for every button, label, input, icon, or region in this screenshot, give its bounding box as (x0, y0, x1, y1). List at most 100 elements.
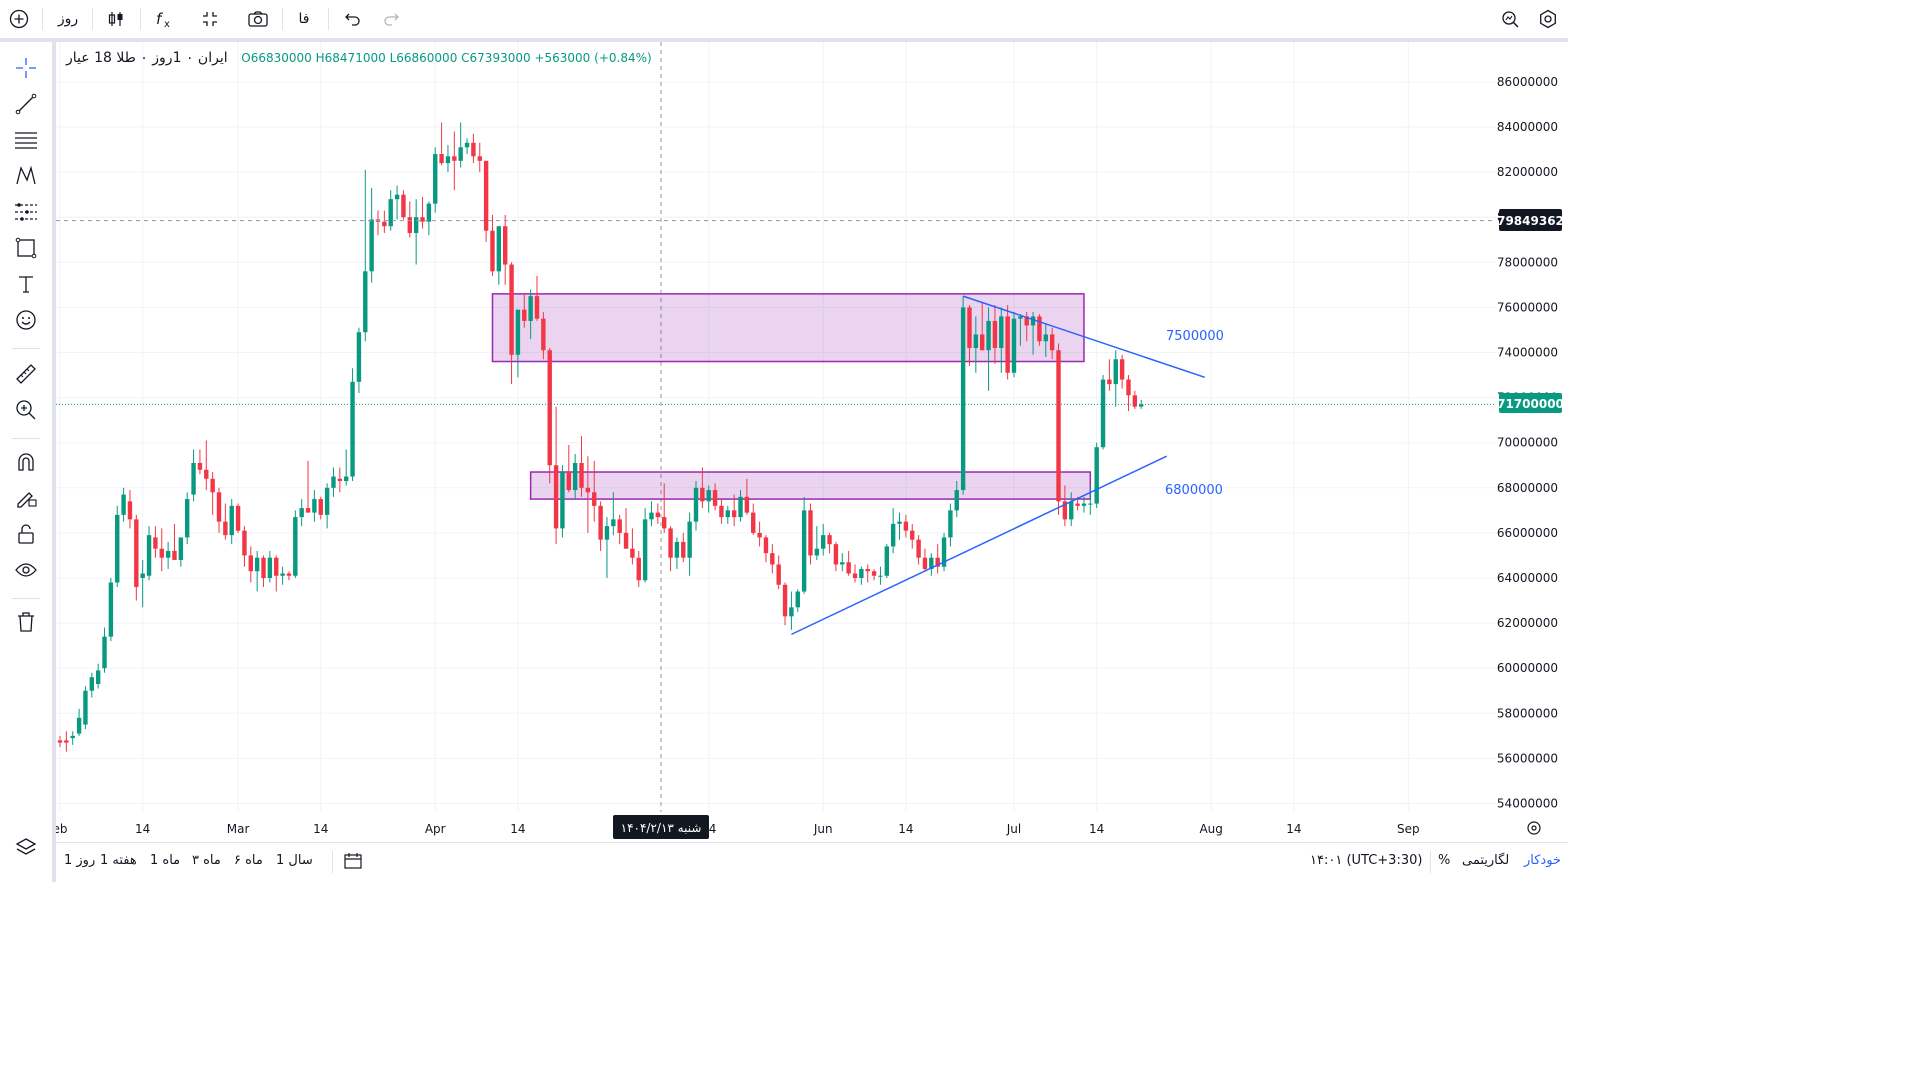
grid (56, 42, 1496, 812)
drawing-toolbar (0, 42, 56, 882)
zoom-in-tool[interactable] (10, 394, 42, 426)
symbol-title[interactable]: ایران ۰ 1روز ۰ طلا 18 عیار (66, 50, 228, 66)
crosshair-date-badge: شنبه ۱۴۰۴/۲/۱۳ (613, 815, 709, 839)
candle-body (420, 217, 425, 222)
candle-body (808, 510, 813, 556)
candle-body (274, 557, 279, 576)
y-tick-label: 60000000 (1497, 661, 1558, 675)
candle-body (681, 541, 686, 558)
interval-button[interactable]: روز (52, 4, 84, 34)
x-tick-label: 14 (313, 822, 328, 836)
fib-tool[interactable] (10, 124, 42, 156)
candle-body (165, 550, 171, 558)
chart-type-button[interactable] (102, 4, 130, 34)
prediction-tool[interactable] (10, 196, 42, 228)
chart-legend: ایران ۰ 1روز ۰ طلا 18 عیار O66830000 H68… (66, 50, 652, 66)
y-tick-label: 62000000 (1497, 616, 1558, 630)
candle-body (1062, 501, 1068, 520)
y-tick-label: 54000000 (1497, 797, 1558, 811)
range-6m[interactable]: ۶ ماه (234, 853, 263, 868)
candle-body (585, 487, 591, 493)
candle-body (242, 530, 247, 556)
candle-body (64, 740, 69, 743)
x-tick-label: 14 (1089, 822, 1104, 836)
candle-body (878, 575, 883, 577)
magnet-tool[interactable] (10, 446, 42, 478)
candle-body (1088, 503, 1093, 505)
timezone-button[interactable]: ۱۴:۰۱ (UTC+3:30) (1310, 853, 1423, 868)
candle-body (725, 510, 730, 518)
goto-date-button[interactable] (342, 851, 364, 875)
candle-body (1011, 318, 1017, 373)
axis-settings-button[interactable] (1527, 821, 1541, 835)
candle-body (884, 546, 889, 576)
log-toggle[interactable]: لگاریتمی (1462, 853, 1510, 868)
trash-tool[interactable] (10, 606, 42, 638)
undo-button[interactable] (340, 4, 366, 34)
candle-body (757, 532, 762, 538)
candle-body (986, 320, 991, 351)
low-value: L66860000 (389, 51, 458, 65)
crosshair-tool[interactable] (10, 52, 42, 84)
x-tick-label: 14 (1286, 822, 1301, 836)
candle-body (642, 519, 648, 581)
emoji-tool[interactable] (10, 304, 42, 336)
add-symbol-button[interactable] (6, 4, 32, 34)
range-3m[interactable]: ۳ ماه (192, 853, 221, 868)
settings-button[interactable] (1534, 4, 1562, 34)
chart-settings-button[interactable] (1496, 4, 1524, 34)
candle-body (305, 508, 311, 513)
candle-body (471, 142, 476, 157)
redo-button[interactable] (378, 4, 404, 34)
y-tick-label: 74000000 (1497, 346, 1558, 360)
trendline-icon (15, 93, 37, 115)
ruler-tool[interactable] (10, 358, 42, 390)
candle-body (401, 194, 406, 218)
ruler-icon (16, 364, 36, 384)
crosshair-date: شنبه ۱۴۰۴/۲/۱۳ (621, 821, 702, 835)
candle-body (1119, 359, 1125, 380)
object-tree-button[interactable] (10, 832, 42, 864)
trendline-tool[interactable] (10, 88, 42, 120)
candle-body (445, 156, 451, 164)
range-1d[interactable]: 1 روز (64, 853, 96, 868)
candle-body (312, 499, 317, 513)
lock-tool[interactable] (10, 518, 42, 550)
pattern-tool[interactable] (10, 160, 42, 192)
screenshot-button[interactable] (244, 4, 272, 34)
eye-tool[interactable] (10, 554, 42, 586)
candle-body (172, 550, 177, 560)
lock-drawing-tool[interactable] (10, 482, 42, 514)
fib-icon (15, 132, 37, 149)
candle-body (693, 487, 699, 522)
candles-icon (108, 12, 123, 26)
y-tick-label: 78000000 (1497, 255, 1558, 269)
horizontal-lines (56, 220, 1496, 405)
candle-body (1094, 447, 1099, 504)
high-value: H68471000 (315, 51, 386, 65)
candle-body (146, 535, 152, 576)
candle-body (980, 334, 985, 351)
percent-toggle[interactable]: % (1438, 853, 1451, 868)
fullscreen-button[interactable] (196, 4, 224, 34)
candle-body (1081, 503, 1087, 506)
candle-body (566, 472, 571, 491)
auto-toggle[interactable]: خودکار (1524, 853, 1561, 868)
candle-body (1030, 316, 1036, 326)
range-1m[interactable]: 1 ماه (150, 853, 181, 868)
candle-body (712, 490, 718, 506)
camera-icon (248, 11, 268, 27)
language-button[interactable]: فا (290, 4, 318, 34)
price-chart[interactable]: 54000000 56000000 58000000 60000000 62000000… (53, 42, 1568, 842)
candle-body (1069, 501, 1074, 520)
candle-body (1113, 359, 1118, 385)
shapes-tool[interactable] (10, 232, 42, 264)
range-1w[interactable]: 1 هفته (100, 853, 137, 868)
range-1y[interactable]: 1 سال (276, 853, 313, 868)
compress-icon (203, 12, 217, 26)
text-tool[interactable] (10, 268, 42, 300)
chart-area[interactable]: 54000000 56000000 58000000 60000000 62000000… (53, 42, 1568, 842)
candle-body (127, 501, 133, 520)
candle-body (318, 499, 323, 515)
